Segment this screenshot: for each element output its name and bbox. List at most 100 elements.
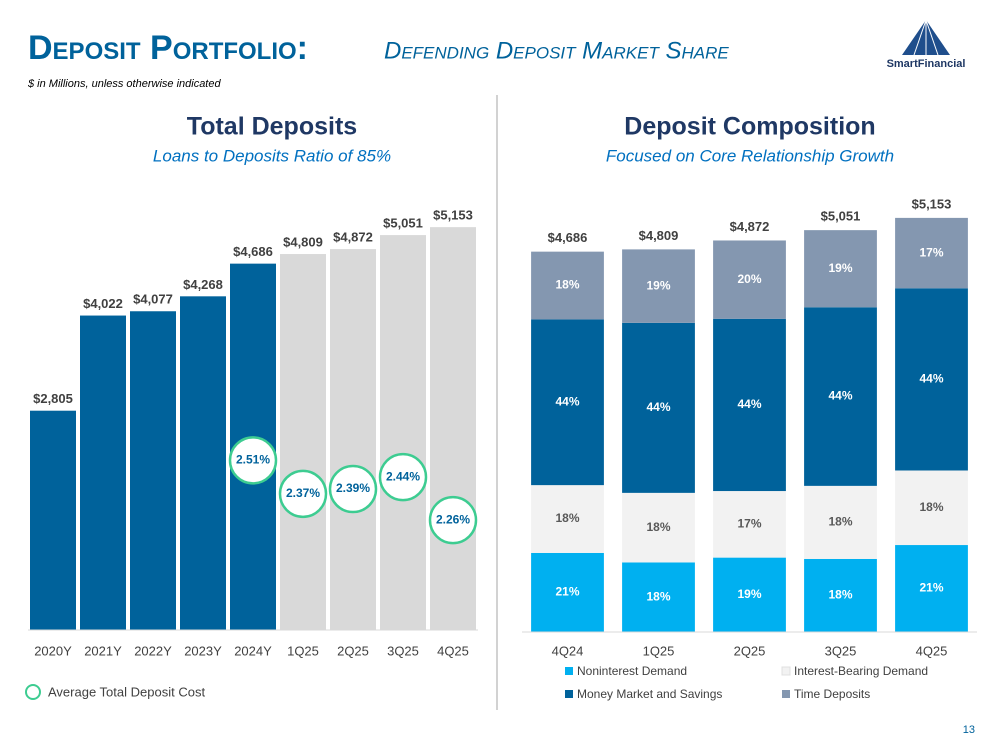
- segment-label: 44%: [646, 400, 670, 414]
- bar-segment: [713, 240, 786, 319]
- x-tick-label: 4Q25: [916, 643, 948, 658]
- segment-label: 44%: [828, 389, 852, 403]
- x-tick-label: 2021Y: [84, 643, 122, 658]
- chart-title: Total Deposits: [187, 113, 357, 141]
- logo-text: SmartFinancial: [887, 58, 966, 70]
- slide-title: Deposit Portfolio:: [28, 29, 308, 67]
- x-tick-label: 1Q25: [287, 643, 319, 658]
- bar: [180, 296, 226, 630]
- cost-marker: [378, 452, 428, 502]
- x-tick-label: 4Q24: [552, 643, 584, 658]
- bar-segment: [804, 307, 877, 486]
- value-label: $5,153: [433, 208, 473, 223]
- x-tick-label: 2024Y: [234, 643, 272, 658]
- bar-segment: [531, 251, 604, 320]
- value-label: $4,872: [333, 230, 373, 245]
- value-label: $4,077: [133, 292, 173, 307]
- bar-segment: [622, 492, 695, 563]
- bar-segment: [895, 470, 968, 546]
- bar: [80, 315, 126, 630]
- value-label: $4,686: [233, 244, 273, 259]
- segment-label: 18%: [646, 520, 670, 534]
- bar: [30, 410, 76, 630]
- legend-swatch: [782, 690, 790, 698]
- bar: [430, 227, 476, 630]
- segment-label: 17%: [737, 517, 761, 531]
- segment-label: 18%: [555, 511, 579, 525]
- bar-segment: [531, 319, 604, 486]
- legend-swatch: [565, 667, 573, 675]
- logo: SmartFinancial: [887, 19, 966, 70]
- chart-subtitle: Focused on Core Relationship Growth: [606, 146, 894, 165]
- segment-label: 18%: [828, 515, 852, 529]
- segment-label: 17%: [919, 245, 943, 259]
- segment-label: 18%: [555, 278, 579, 292]
- segment-label: 18%: [646, 589, 670, 603]
- segment-label: 20%: [737, 272, 761, 286]
- bar: [130, 311, 176, 630]
- x-tick-label: 2023Y: [184, 643, 222, 658]
- cost-marker: [328, 464, 378, 514]
- chart-title: Deposit Composition: [624, 113, 875, 141]
- value-label: $5,051: [383, 216, 423, 231]
- segment-label: 18%: [828, 588, 852, 602]
- cost-marker: [278, 469, 328, 519]
- cost-marker: [228, 436, 278, 485]
- value-label: $2,805: [33, 391, 73, 406]
- value-label: $4,268: [183, 277, 223, 292]
- total-label: $5,051: [821, 209, 861, 224]
- x-tick-label: 2Q25: [337, 643, 369, 658]
- segment-label: 19%: [828, 261, 852, 275]
- total-label: $5,153: [912, 196, 952, 211]
- legend-swatch: [781, 666, 791, 676]
- bar-segment: [713, 318, 786, 492]
- cost-marker: [428, 495, 478, 545]
- bar-segment: [895, 545, 968, 632]
- total-label: $4,872: [730, 219, 770, 234]
- cost-label: 2.44%: [386, 469, 420, 483]
- bar-segment: [895, 217, 968, 289]
- legend-marker: [25, 684, 41, 700]
- x-tick-label: 3Q25: [825, 643, 857, 658]
- x-tick-label: 2020Y: [34, 643, 72, 658]
- segment-label: 19%: [737, 587, 761, 601]
- cost-label: 2.37%: [286, 486, 320, 500]
- x-tick-label: 2Q25: [734, 643, 766, 658]
- bar-segment: [531, 552, 604, 632]
- segment-label: 44%: [919, 372, 943, 386]
- units-note: $ in Millions, unless otherwise indicate…: [27, 78, 221, 90]
- bar-segment: [713, 491, 786, 558]
- total-label: $4,686: [548, 230, 588, 245]
- logo-line: [913, 19, 927, 56]
- segment-label: 21%: [555, 585, 579, 599]
- bar-segment: [804, 485, 877, 559]
- legend-label: Interest-Bearing Demand: [794, 664, 928, 678]
- x-tick-label: 3Q25: [387, 643, 419, 658]
- segment-label: 18%: [919, 500, 943, 514]
- bar-segment: [622, 562, 695, 632]
- legend-swatch: [565, 690, 573, 698]
- bar-segment: [713, 557, 786, 632]
- legend-label: Time Deposits: [794, 687, 870, 701]
- legend-label: Noninterest Demand: [577, 664, 687, 678]
- segment-label: 21%: [919, 581, 943, 595]
- bar-segment: [622, 249, 695, 323]
- total-label: $4,809: [639, 228, 679, 243]
- segment-label: 44%: [555, 394, 579, 408]
- legend-label: Money Market and Savings: [577, 687, 722, 701]
- bar: [380, 235, 426, 630]
- chart-subtitle: Loans to Deposits Ratio of 85%: [153, 146, 391, 165]
- x-tick-label: 2022Y: [134, 643, 172, 658]
- cost-label: 2.51%: [236, 453, 270, 467]
- cost-label: 2.39%: [336, 481, 370, 495]
- slide-title-rest: Defending Deposit Market Share: [384, 37, 729, 64]
- bar: [330, 249, 376, 630]
- x-tick-label: 1Q25: [643, 643, 675, 658]
- segment-label: 19%: [646, 278, 670, 292]
- bar-segment: [804, 558, 877, 632]
- value-label: $4,022: [83, 296, 123, 311]
- bar-segment: [531, 485, 604, 553]
- cost-label: 2.26%: [436, 512, 470, 526]
- bar-segment: [804, 230, 877, 308]
